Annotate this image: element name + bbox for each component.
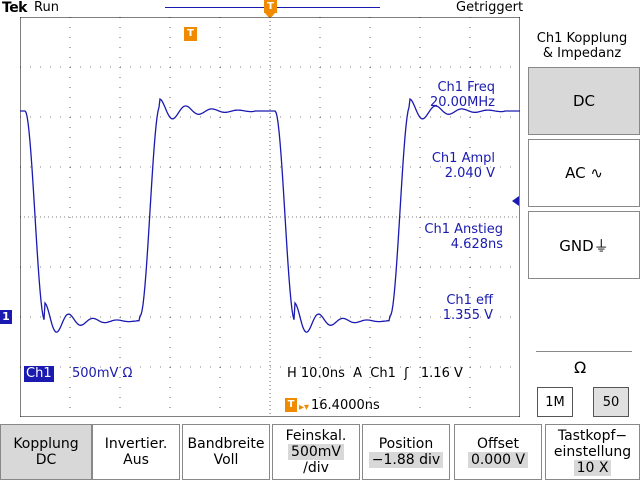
trigger-level-arrow-icon — [512, 196, 519, 206]
impedance-1m-button[interactable]: 1M — [537, 387, 573, 417]
ch1-waveform — [20, 97, 520, 333]
offset-button[interactable]: Offset 0.000 V — [454, 424, 542, 480]
ch1-badge: Ch1 — [24, 366, 54, 382]
trigger-status: Getriggert — [456, 0, 524, 15]
hpos-arrow-icon: ▸▾ — [299, 402, 310, 413]
ch1-ground-marker: 1 — [0, 310, 12, 324]
impedance-label: Ω — [574, 358, 587, 377]
timebase-readout: H 10.0ns A Ch1 ʃ 1.16 V — [287, 366, 463, 381]
invertier-button[interactable]: Invertier. Aus — [92, 424, 180, 480]
tastkopf-button[interactable]: Tastkopf− einstellung 10 X — [545, 424, 640, 480]
trigger-marker-icon: T — [184, 27, 197, 41]
bandbreite-button[interactable]: Bandbreite Voll — [182, 424, 270, 480]
coupling-dc-button[interactable]: DC — [528, 67, 640, 135]
graticule-grid — [20, 17, 520, 417]
measurement-ampl: Ch1 Ampl 2.040 V — [431, 151, 495, 181]
horizontal-position-readout: 16.4000ns — [311, 398, 380, 413]
position-button[interactable]: Position −1.88 div — [362, 424, 450, 480]
side-menu-divider — [536, 351, 632, 352]
measurement-rms: Ch1 eff 1.355 V — [442, 293, 493, 323]
kopplung-button[interactable]: Kopplung DC — [0, 424, 92, 480]
trigger-position-icon: T — [264, 0, 277, 13]
side-menu-title: Ch1 Kopplung & Impedanz — [536, 31, 628, 61]
impedance-50-button[interactable]: 50 — [593, 387, 629, 417]
feinskal-button[interactable]: Feinskal. 500mV /div — [272, 424, 360, 480]
trigger-position-arrow-icon — [265, 13, 275, 19]
waveform-display — [20, 17, 520, 417]
hpos-trigger-icon: T — [285, 398, 297, 412]
measurement-freq: Ch1 Freq 20.00MHz — [429, 80, 495, 110]
brand-logo: Tek — [2, 0, 28, 16]
ch1-scale-readout: 500mV Ω — [72, 366, 133, 381]
run-state: Run — [34, 0, 59, 15]
coupling-gnd-button[interactable]: GND⏚ — [528, 211, 640, 279]
measurement-rise: Ch1 Anstieg 4.628ns — [424, 222, 503, 252]
coupling-ac-button[interactable]: AC ∿ — [528, 139, 640, 207]
